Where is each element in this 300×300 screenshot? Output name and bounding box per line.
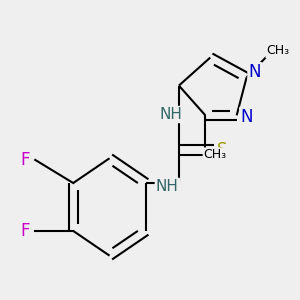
Text: N: N [240, 108, 253, 126]
Text: F: F [21, 222, 30, 240]
Text: NH: NH [159, 107, 182, 122]
Text: S: S [217, 141, 227, 159]
Text: F: F [21, 151, 30, 169]
Text: CH₃: CH₃ [204, 148, 227, 161]
Text: CH₃: CH₃ [266, 44, 289, 57]
Text: NH: NH [156, 179, 179, 194]
Text: N: N [249, 63, 261, 81]
